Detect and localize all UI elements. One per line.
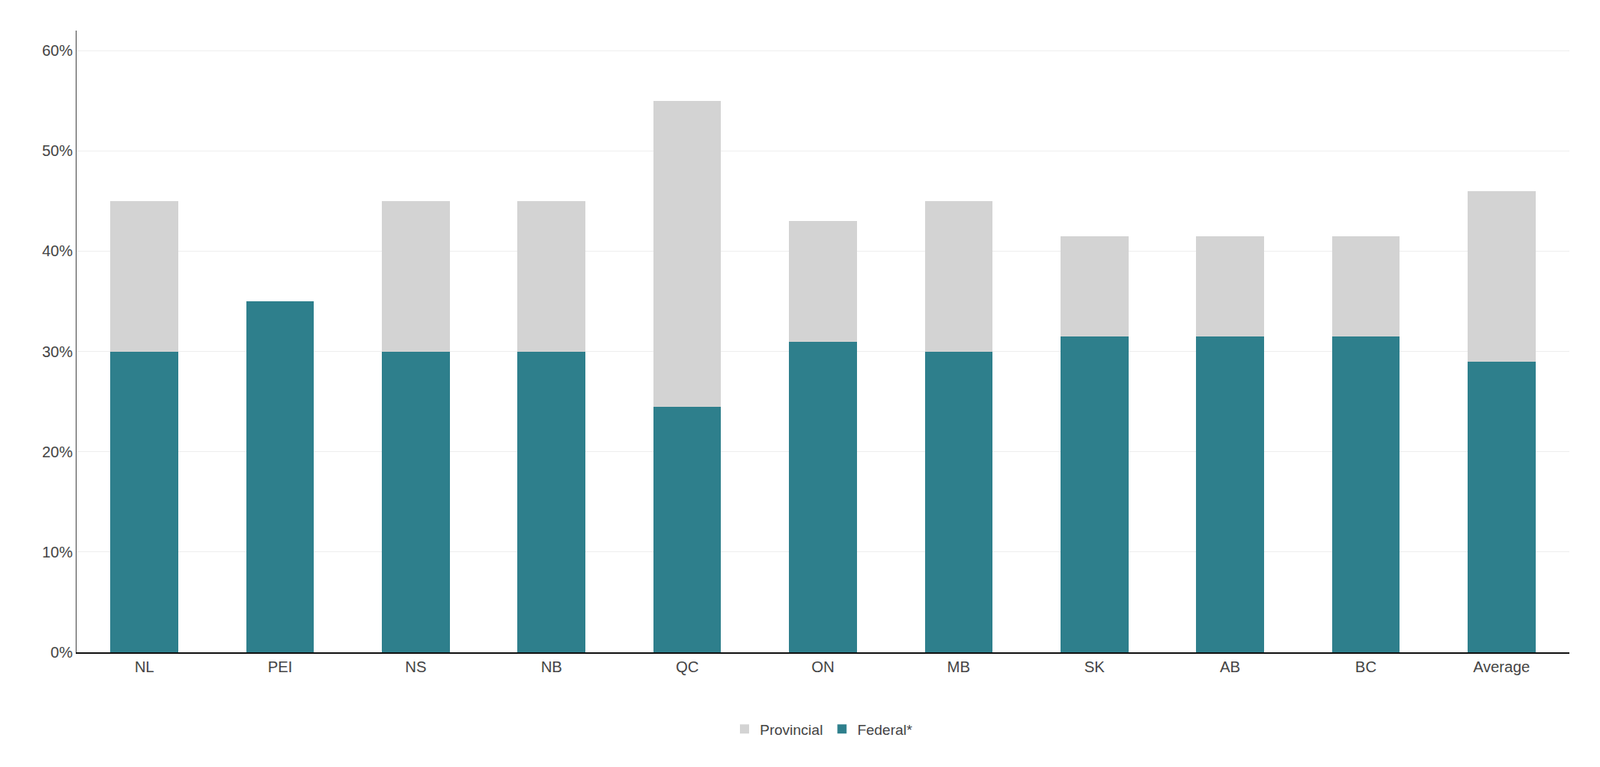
svg-text:AB: AB xyxy=(1219,658,1241,676)
svg-text:NL: NL xyxy=(134,658,155,676)
svg-text:QC: QC xyxy=(675,658,699,676)
svg-text:NB: NB xyxy=(540,658,563,676)
svg-text:10%: 10% xyxy=(42,544,73,561)
svg-text:0%: 0% xyxy=(50,644,73,662)
svg-text:Provincial: Provincial xyxy=(759,722,823,739)
svg-text:NS: NS xyxy=(405,658,427,676)
svg-text:SK: SK xyxy=(1084,658,1105,676)
svg-text:PEI: PEI xyxy=(267,658,293,676)
svg-text:Average: Average xyxy=(1472,658,1530,676)
svg-text:20%: 20% xyxy=(42,443,73,461)
svg-text:BC: BC xyxy=(1355,658,1377,676)
svg-text:40%: 40% xyxy=(42,242,73,260)
svg-text:50%: 50% xyxy=(42,142,73,160)
svg-text:MB: MB xyxy=(947,658,971,676)
svg-text:ON: ON xyxy=(811,658,835,676)
svg-text:Federal*: Federal* xyxy=(857,722,913,739)
svg-text:60%: 60% xyxy=(42,42,73,59)
svg-text:30%: 30% xyxy=(42,343,73,361)
